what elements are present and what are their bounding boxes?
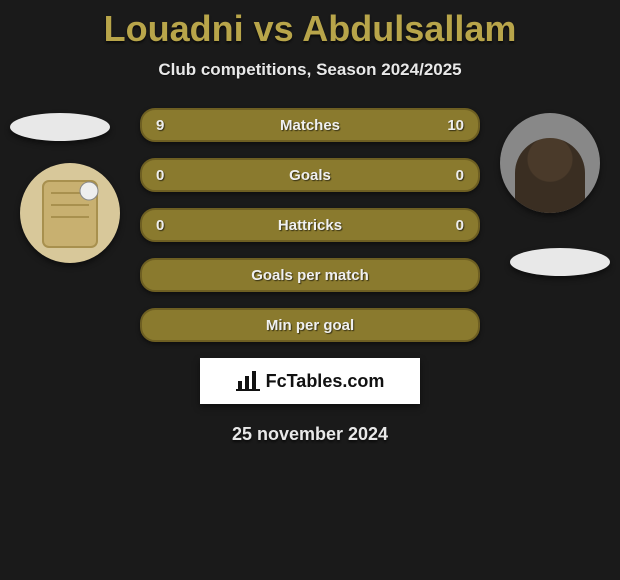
bar-chart-icon [236, 371, 260, 391]
page-title: Louadni vs Abdulsallam [0, 0, 620, 50]
team-ellipse-left [10, 113, 110, 141]
stat-left-value: 0 [156, 167, 164, 184]
stat-label: Goals per match [251, 267, 369, 284]
stat-bar-matches: 9 Matches 10 [140, 108, 480, 142]
page-subtitle: Club competitions, Season 2024/2025 [0, 60, 620, 80]
player-avatar-left [20, 163, 120, 263]
brand-logo-text: FcTables.com [266, 371, 385, 392]
footer-date: 25 november 2024 [0, 424, 620, 445]
placeholder-avatar-icon [35, 173, 105, 253]
stat-left-value: 0 [156, 217, 164, 234]
stat-right-value: 10 [447, 117, 464, 134]
stat-right-value: 0 [456, 167, 464, 184]
stat-bar-hattricks: 0 Hattricks 0 [140, 208, 480, 242]
player-avatar-right [500, 113, 600, 213]
stat-label: Matches [280, 117, 340, 134]
stat-bar-goals: 0 Goals 0 [140, 158, 480, 192]
team-ellipse-right [510, 248, 610, 276]
player-silhouette-icon [515, 138, 585, 213]
brand-logo-box: FcTables.com [200, 358, 420, 404]
stat-label: Hattricks [278, 217, 342, 234]
stat-label: Min per goal [266, 317, 354, 334]
content-area: 9 Matches 10 0 Goals 0 0 Hattricks 0 Goa… [0, 108, 620, 445]
stat-bars: 9 Matches 10 0 Goals 0 0 Hattricks 0 Goa… [140, 108, 480, 342]
stat-bar-goals-per-match: Goals per match [140, 258, 480, 292]
stat-left-value: 9 [156, 117, 164, 134]
stat-right-value: 0 [456, 217, 464, 234]
stat-label: Goals [289, 167, 331, 184]
comparison-infographic: Louadni vs Abdulsallam Club competitions… [0, 0, 620, 580]
stat-bar-min-per-goal: Min per goal [140, 308, 480, 342]
